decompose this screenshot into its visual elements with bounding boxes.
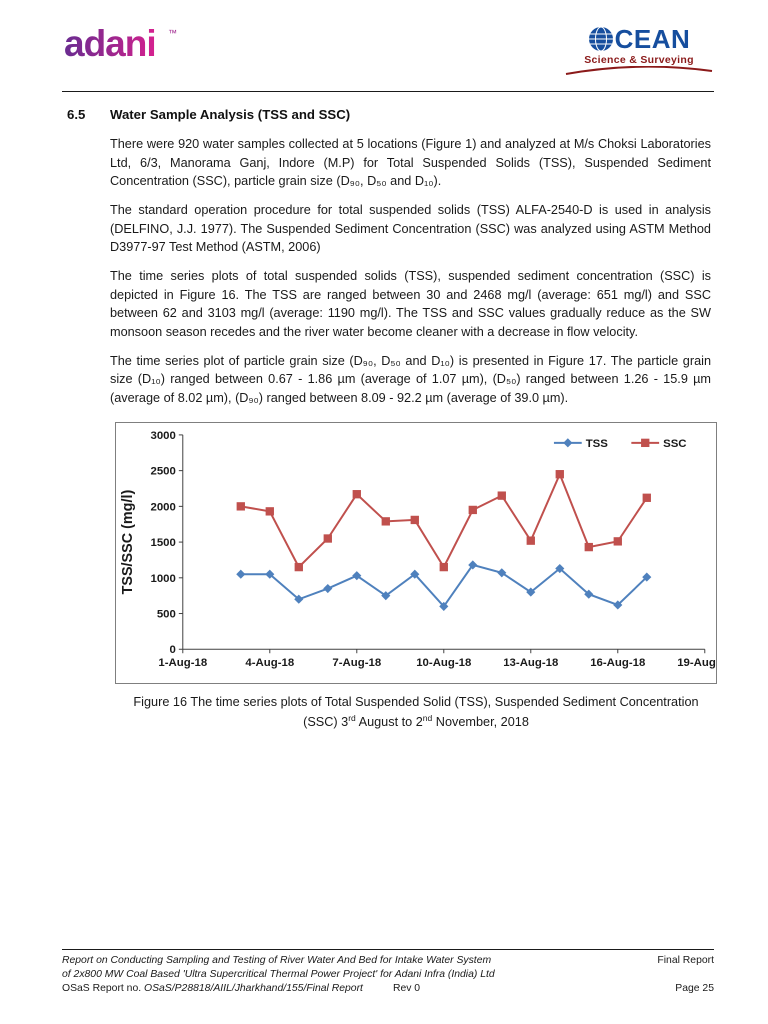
globe-icon — [588, 26, 613, 52]
adani-logo-text: adani — [64, 23, 156, 64]
ocean-logo-title: CEAN — [614, 24, 691, 54]
x-tick-label: 16-Aug-18 — [590, 657, 645, 669]
caption-ordinal: rd — [348, 712, 356, 723]
legend-item-TSS: TSS — [553, 438, 609, 450]
footer-report-number: OSaS Report no. OSaS/P28818/AIIL/Jharkha… — [62, 982, 420, 996]
figure-caption: Figure 16 The time series plots of Total… — [115, 693, 717, 732]
data-marker — [236, 501, 245, 511]
data-marker — [265, 569, 275, 579]
y-tick-label: 2500 — [150, 465, 175, 477]
legend-item-SSC: SSC — [631, 438, 687, 450]
x-tick-label: 10-Aug-18 — [416, 657, 471, 669]
data-marker — [526, 587, 536, 597]
data-marker — [468, 560, 478, 570]
y-tick-label: 1500 — [150, 537, 175, 549]
section-heading: 6.5 Water Sample Analysis (TSS and SSC) — [67, 107, 711, 122]
data-marker — [613, 536, 622, 546]
data-marker — [323, 583, 333, 593]
data-marker — [352, 489, 361, 499]
data-marker — [526, 536, 535, 545]
ocean-title-row: CEAN — [588, 26, 691, 52]
footer-final-report: Final Report — [657, 955, 714, 966]
footer-row-3: OSaS Report no. OSaS/P28818/AIIL/Jharkha… — [62, 982, 714, 996]
caption-part: (SSC) 3 — [303, 715, 349, 730]
data-marker — [236, 569, 246, 579]
adani-logo-graphic: adani ™ — [64, 23, 177, 64]
legend-label: TSS — [586, 438, 609, 450]
ocean-logo-subtitle: Science & Surveying — [584, 54, 694, 66]
data-marker — [497, 567, 507, 578]
data-marker — [497, 491, 506, 500]
paragraph-samples: There were 920 water samples collected a… — [110, 137, 711, 189]
data-marker — [265, 506, 274, 516]
legend-label: SSC — [663, 438, 686, 450]
section-number: 6.5 — [67, 107, 86, 122]
section-title: Water Sample Analysis (TSS and SSC) — [110, 107, 351, 122]
series-line-SSC — [240, 471, 648, 569]
data-marker — [555, 563, 565, 573]
y-tick-label: 0 — [170, 644, 176, 656]
data-marker — [641, 438, 650, 447]
data-marker — [439, 601, 449, 611]
footer-revision: Rev 0 — [392, 983, 421, 994]
data-marker — [563, 438, 573, 448]
data-marker — [410, 515, 419, 524]
page-header: adani ™ CEAN Science & Surveying — [62, 22, 714, 75]
data-marker — [323, 534, 332, 543]
footer-report-title-line1: Report on Conducting Sampling and Testin… — [62, 955, 492, 966]
figure-caption-line1: Figure 16 The time series plots of Total… — [133, 694, 699, 709]
data-marker — [555, 469, 564, 479]
y-tick-label: 500 — [157, 608, 176, 620]
footer-report-title-line2: of 2x800 MW Coal Based 'Ultra Supercriti… — [62, 969, 495, 980]
x-tick-label: 13-Aug-18 — [503, 657, 558, 669]
figure-caption-line2: (SSC) 3rd August to 2nd November, 2018 — [115, 712, 717, 732]
caption-ordinal: nd — [422, 712, 433, 723]
x-tick-label: 7-Aug-18 — [332, 657, 381, 669]
data-marker — [294, 562, 303, 571]
ocean-swoosh — [565, 66, 713, 75]
data-marker — [613, 600, 623, 610]
data-marker — [381, 516, 390, 526]
data-marker — [410, 569, 420, 579]
y-tick-label: 2000 — [150, 501, 175, 513]
y-axis-title: TSS/SSC (mg/l) — [120, 489, 136, 594]
paragraph-grain-size: The time series plot of particle grain s… — [110, 353, 711, 406]
page-footer: Report on Conducting Sampling and Testin… — [62, 949, 714, 996]
data-marker — [468, 505, 477, 514]
header-rule — [62, 91, 714, 92]
figure-16-chart: 0 500 1000 1500 2000 2500 3000 1-Aug-18 4-Aug-18… — [115, 421, 717, 684]
x-tick-label: 19-Aug-18 — [677, 657, 716, 669]
caption-part: November, 2018 — [432, 715, 529, 730]
paragraph-timeseries: The time series plots of total suspended… — [110, 269, 711, 340]
footer-row-1: Report on Conducting Sampling and Testin… — [62, 954, 714, 968]
x-tick-label: 1-Aug-18 — [158, 657, 207, 669]
data-marker — [642, 572, 652, 582]
y-tick-label: 3000 — [150, 430, 175, 442]
caption-part: August to 2 — [355, 715, 423, 730]
footer-report-no-value: OSaS/P28818/AIIL/Jharkhand/155/Final Rep… — [144, 983, 363, 994]
paragraph-procedure: The standard operation procedure for tot… — [110, 203, 711, 255]
footer-report-no-prefix: OSaS Report no. — [62, 983, 145, 994]
data-marker — [584, 542, 593, 551]
y-tick-label: 1000 — [150, 573, 175, 585]
page-content: 6.5 Water Sample Analysis (TSS and SSC) … — [67, 107, 717, 732]
adani-logo: adani ™ — [62, 22, 202, 66]
data-marker — [439, 562, 448, 571]
footer-page-number: Page 25 — [675, 983, 714, 994]
footer-row-2: of 2x800 MW Coal Based 'Ultra Supercriti… — [62, 968, 714, 982]
adani-trademark: ™ — [168, 28, 177, 38]
chart-canvas: 0 500 1000 1500 2000 2500 3000 1-Aug-18 4-Aug-18… — [120, 430, 716, 669]
x-tick-label: 4-Aug-18 — [245, 657, 294, 669]
data-marker — [584, 589, 594, 599]
ocean-logo: CEAN Science & Surveying — [564, 26, 714, 75]
data-marker — [642, 493, 651, 502]
